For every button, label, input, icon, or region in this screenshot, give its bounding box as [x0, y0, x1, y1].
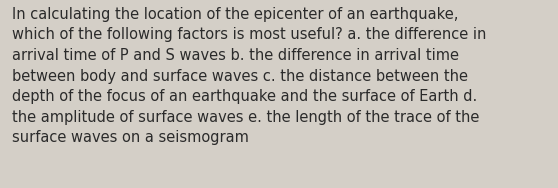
Text: In calculating the location of the epicenter of an earthquake,
which of the foll: In calculating the location of the epice…	[12, 7, 487, 146]
